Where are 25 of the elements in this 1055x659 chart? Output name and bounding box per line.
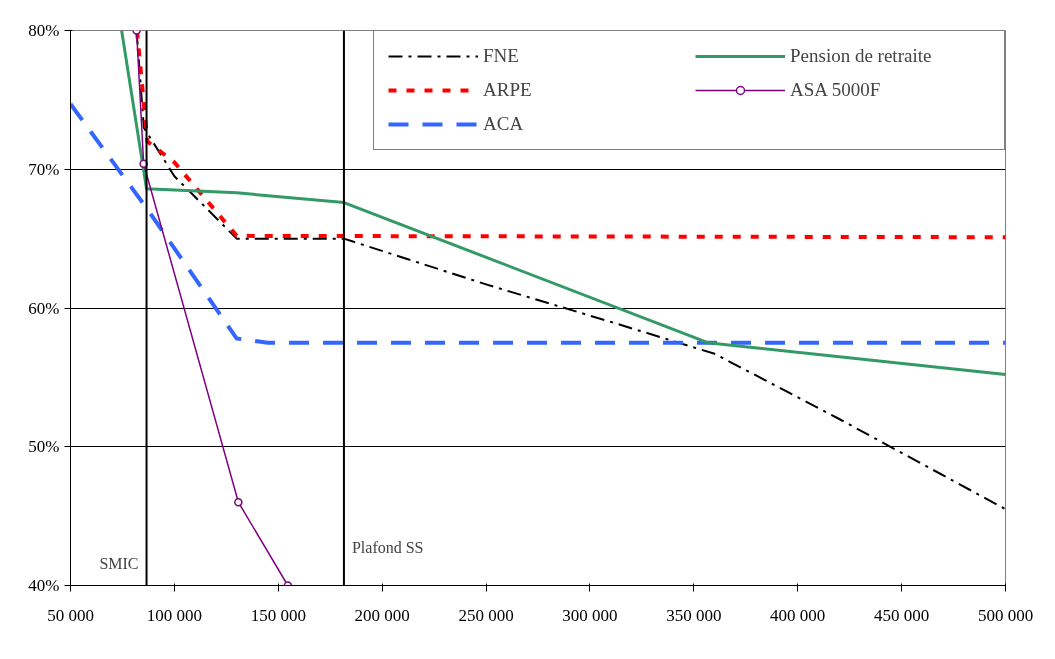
- x-tick-label: 200 000: [354, 605, 410, 625]
- line-series: [70, 102, 1006, 345]
- y-tick-label: 70%: [28, 159, 60, 179]
- y-tick-label: 80%: [28, 21, 60, 40]
- legend-label: FNE: [483, 45, 520, 67]
- legend-label: ACA: [483, 113, 525, 135]
- x-tick-label: 400 000: [770, 605, 826, 625]
- legend-label: ARPE: [483, 79, 533, 101]
- x-tick-label: 350 000: [666, 605, 722, 625]
- x-tick-label: 150 000: [250, 605, 306, 625]
- ref-line-label: Plafond SS: [351, 538, 424, 556]
- x-tick-label: 300 000: [562, 605, 618, 625]
- x-tick-label: 500 000: [977, 605, 1034, 625]
- legend-label: Pension de retraite: [790, 45, 933, 67]
- legend-label: ASA 5000F: [790, 79, 882, 101]
- y-tick-label: 60%: [28, 298, 60, 318]
- line-series: [120, 30, 1006, 377]
- point: [234, 498, 243, 507]
- x-tick-label: 100 000: [146, 605, 203, 625]
- x-tick-label: 250 000: [458, 605, 514, 625]
- ref-line-label: SMIC: [99, 554, 139, 572]
- x-tick-label: 50 000: [47, 605, 94, 625]
- y-tick-label: 40%: [28, 576, 60, 595]
- y-tick-label: 50%: [28, 437, 60, 457]
- x-tick-label: 450 000: [873, 605, 930, 625]
